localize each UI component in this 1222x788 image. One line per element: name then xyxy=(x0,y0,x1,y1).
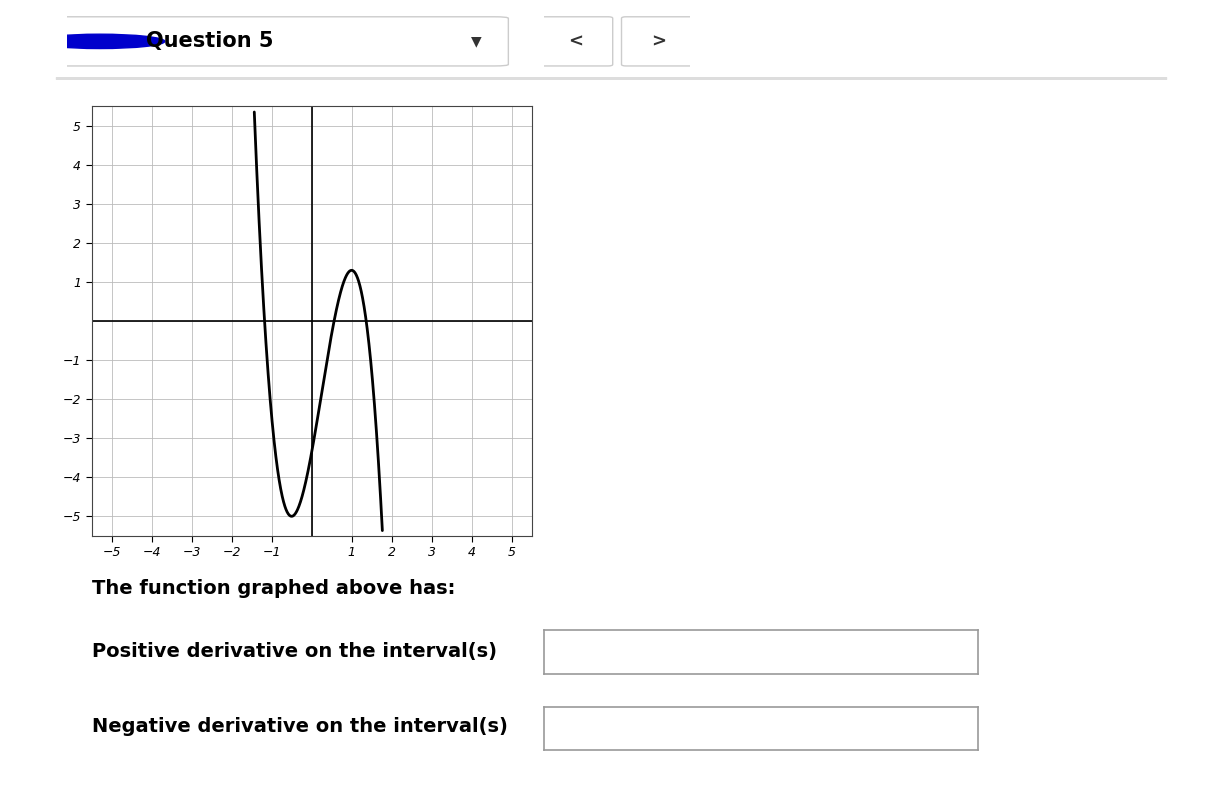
Text: The function graphed above has:: The function graphed above has: xyxy=(92,579,455,598)
Text: Negative derivative on the interval(s): Negative derivative on the interval(s) xyxy=(92,717,507,736)
FancyBboxPatch shape xyxy=(54,17,508,66)
Text: Question 5: Question 5 xyxy=(147,32,274,51)
Text: <: < xyxy=(568,32,584,50)
Circle shape xyxy=(34,34,165,49)
Text: Positive derivative on the interval(s): Positive derivative on the interval(s) xyxy=(92,642,496,661)
Text: ▼: ▼ xyxy=(470,35,481,48)
FancyBboxPatch shape xyxy=(622,17,695,66)
Text: >: > xyxy=(650,32,666,50)
FancyBboxPatch shape xyxy=(539,17,612,66)
